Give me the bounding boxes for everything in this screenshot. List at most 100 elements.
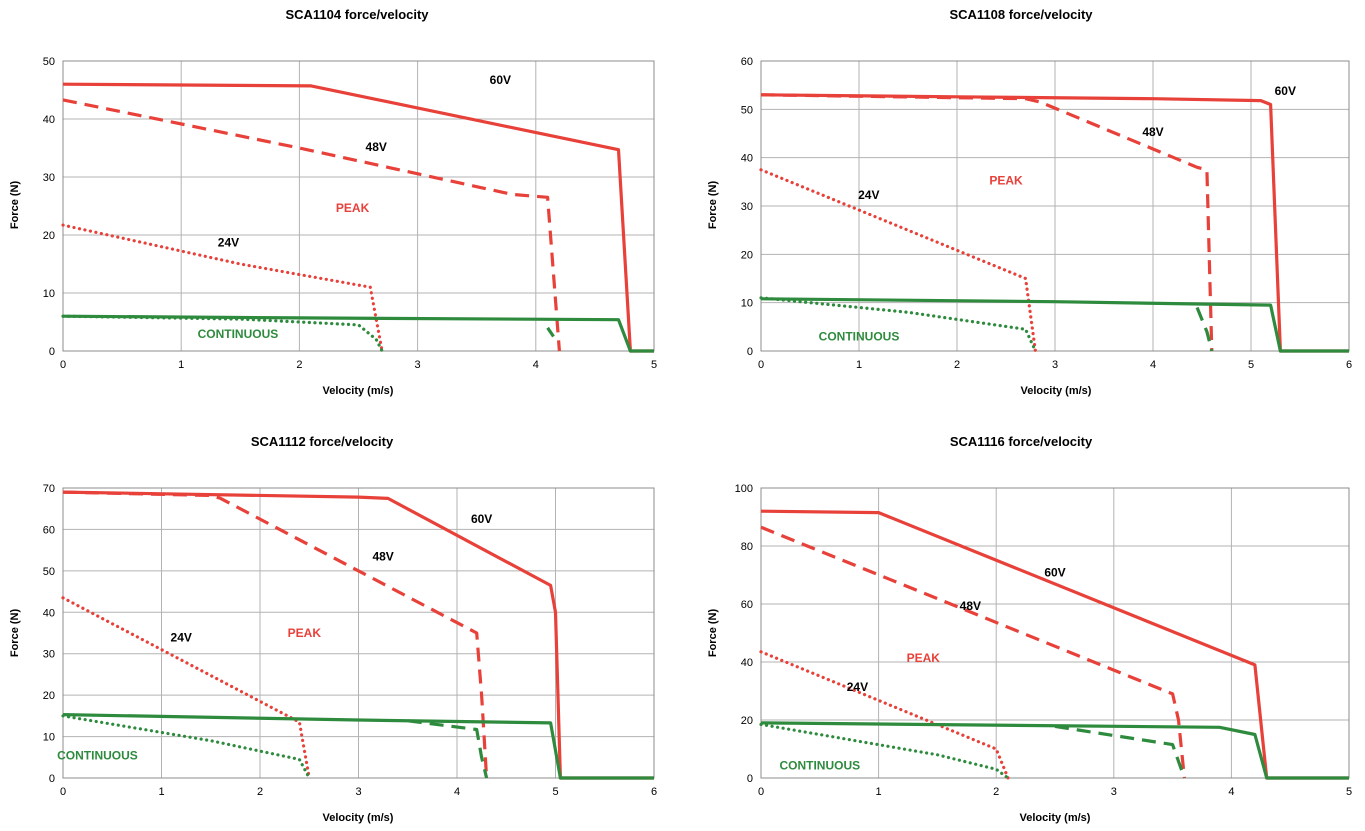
x-tick-label: 1 bbox=[178, 359, 184, 371]
annotation-label: 24V bbox=[858, 188, 879, 202]
annotation-label: PEAK bbox=[336, 201, 370, 215]
x-tick-label: 6 bbox=[651, 786, 657, 798]
x-tick-label: 3 bbox=[355, 786, 361, 798]
y-tick-label: 10 bbox=[43, 288, 55, 300]
x-tick-label: 3 bbox=[1052, 359, 1058, 371]
x-tick-label: 6 bbox=[1346, 359, 1352, 371]
chart-title: SCA1108 force/velocity bbox=[949, 7, 1093, 22]
annotation-label: CONTINUOUS bbox=[819, 329, 900, 343]
chart-svg: SCA1108 force/velocity Velocity (m/s) Fo… bbox=[707, 7, 1352, 397]
x-tick-label: 0 bbox=[758, 786, 764, 798]
series-line-cont-solid bbox=[62, 713, 654, 780]
y-tick-label: 40 bbox=[741, 657, 753, 669]
series-line-peak-dotted bbox=[61, 596, 311, 780]
x-tick-label: 5 bbox=[552, 786, 558, 798]
annotation-label: 24V bbox=[847, 680, 868, 694]
y-tick-label: 30 bbox=[43, 172, 55, 184]
annotation-label: 60V bbox=[1275, 84, 1296, 98]
chart-svg: SCA1116 force/velocity Velocity (m/s) Fo… bbox=[707, 434, 1352, 824]
y-tick-label: 0 bbox=[49, 346, 55, 358]
series-line-cont-dashed bbox=[1195, 306, 1214, 352]
y-tick-label: 20 bbox=[741, 249, 753, 261]
annotation-label: PEAK bbox=[288, 626, 322, 640]
series-line-cont-dotted bbox=[61, 314, 384, 353]
x-tick-label: 4 bbox=[533, 359, 539, 371]
y-axis-label: Force (N) bbox=[9, 609, 21, 658]
chart-sca1116: SCA1116 force/velocity Velocity (m/s) Fo… bbox=[683, 416, 1365, 831]
y-tick-label: 80 bbox=[741, 541, 753, 553]
series-line-cont-dotted bbox=[759, 722, 1010, 780]
annotation-label: CONTINUOUS bbox=[57, 748, 138, 762]
y-axis-label: Force (N) bbox=[707, 181, 719, 230]
chart-sca1104: SCA1104 force/velocity Velocity (m/s) Fo… bbox=[0, 0, 682, 415]
series-line-peak-dashed bbox=[760, 93, 1214, 352]
x-tick-label: 1 bbox=[856, 359, 862, 371]
series-line-peak-dotted bbox=[759, 650, 1010, 780]
y-tick-label: 40 bbox=[741, 153, 753, 165]
x-tick-label: 1 bbox=[158, 786, 164, 798]
x-axis-label: Velocity (m/s) bbox=[323, 385, 394, 397]
annotation-label: 60V bbox=[490, 73, 511, 87]
annotation-label: 48V bbox=[366, 140, 387, 154]
annotation-label: 48V bbox=[960, 599, 981, 613]
series-line-peak-dotted bbox=[759, 168, 1037, 353]
x-axis-label: Velocity (m/s) bbox=[1021, 385, 1092, 397]
plot-frame bbox=[62, 487, 655, 779]
y-tick-label: 0 bbox=[747, 346, 753, 358]
y-tick-label: 20 bbox=[43, 690, 55, 702]
series-line-cont-dashed bbox=[546, 326, 555, 338]
x-tick-label: 3 bbox=[1111, 786, 1117, 798]
x-tick-label: 2 bbox=[257, 786, 263, 798]
annotation-label: CONTINUOUS bbox=[198, 327, 279, 341]
plot-area: 0 1 2 3 4 5 6010203040506060V48V24VPEAKCONTINU… bbox=[741, 56, 1352, 371]
x-tick-label: 5 bbox=[1248, 359, 1254, 371]
series-line-cont-dotted bbox=[61, 714, 311, 780]
series-line-cont-solid bbox=[760, 721, 1349, 780]
annotation-label: 24V bbox=[171, 630, 192, 644]
annotation-label: CONTINUOUS bbox=[779, 758, 860, 772]
y-tick-label: 30 bbox=[741, 201, 753, 213]
x-tick-label: 2 bbox=[954, 359, 960, 371]
annotation-label: 60V bbox=[1044, 565, 1065, 579]
y-tick-label: 0 bbox=[747, 773, 753, 785]
chart-svg: SCA1112 force/velocity Velocity (m/s) Fo… bbox=[9, 434, 657, 824]
x-tick-label: 1 bbox=[876, 786, 882, 798]
x-tick-label: 5 bbox=[651, 359, 657, 371]
x-tick-label: 2 bbox=[296, 359, 302, 371]
series-line-cont-solid bbox=[62, 314, 654, 353]
annotation-label: PEAK bbox=[907, 651, 941, 665]
y-tick-label: 50 bbox=[43, 56, 55, 68]
series-line-peak-dashed bbox=[62, 98, 561, 352]
plot-frame bbox=[760, 60, 1350, 352]
chart-sca1108: SCA1108 force/velocity Velocity (m/s) Fo… bbox=[683, 0, 1365, 415]
series-line-peak-dashed bbox=[62, 490, 489, 779]
series-line-cont-dotted bbox=[759, 296, 1037, 353]
x-tick-label: 4 bbox=[1228, 786, 1234, 798]
x-tick-label: 3 bbox=[415, 359, 421, 371]
x-tick-label: 4 bbox=[1150, 359, 1156, 371]
y-tick-label: 40 bbox=[43, 607, 55, 619]
chart-title: SCA1116 force/velocity bbox=[950, 434, 1093, 449]
plot-frame bbox=[62, 60, 655, 352]
series-line-peak-dashed bbox=[760, 525, 1186, 779]
y-tick-label: 0 bbox=[49, 773, 55, 785]
chart-svg: SCA1104 force/velocity Velocity (m/s) Fo… bbox=[9, 7, 657, 397]
series-line-cont-solid bbox=[760, 297, 1349, 353]
annotation-label: PEAK bbox=[989, 173, 1023, 187]
annotation-label: 24V bbox=[218, 236, 239, 250]
annotation-label: 48V bbox=[1142, 125, 1163, 139]
x-tick-label: 5 bbox=[1346, 786, 1352, 798]
y-tick-label: 70 bbox=[43, 483, 55, 495]
y-tick-label: 10 bbox=[741, 298, 753, 310]
y-tick-label: 60 bbox=[741, 56, 753, 68]
y-tick-label: 30 bbox=[43, 649, 55, 661]
y-tick-label: 20 bbox=[741, 715, 753, 727]
y-tick-label: 40 bbox=[43, 114, 55, 126]
y-tick-label: 50 bbox=[43, 566, 55, 578]
series-line-cont-dashed bbox=[1054, 724, 1186, 779]
y-tick-label: 10 bbox=[43, 732, 55, 744]
y-axis-label: Force (N) bbox=[9, 181, 21, 230]
y-tick-label: 100 bbox=[735, 483, 753, 495]
